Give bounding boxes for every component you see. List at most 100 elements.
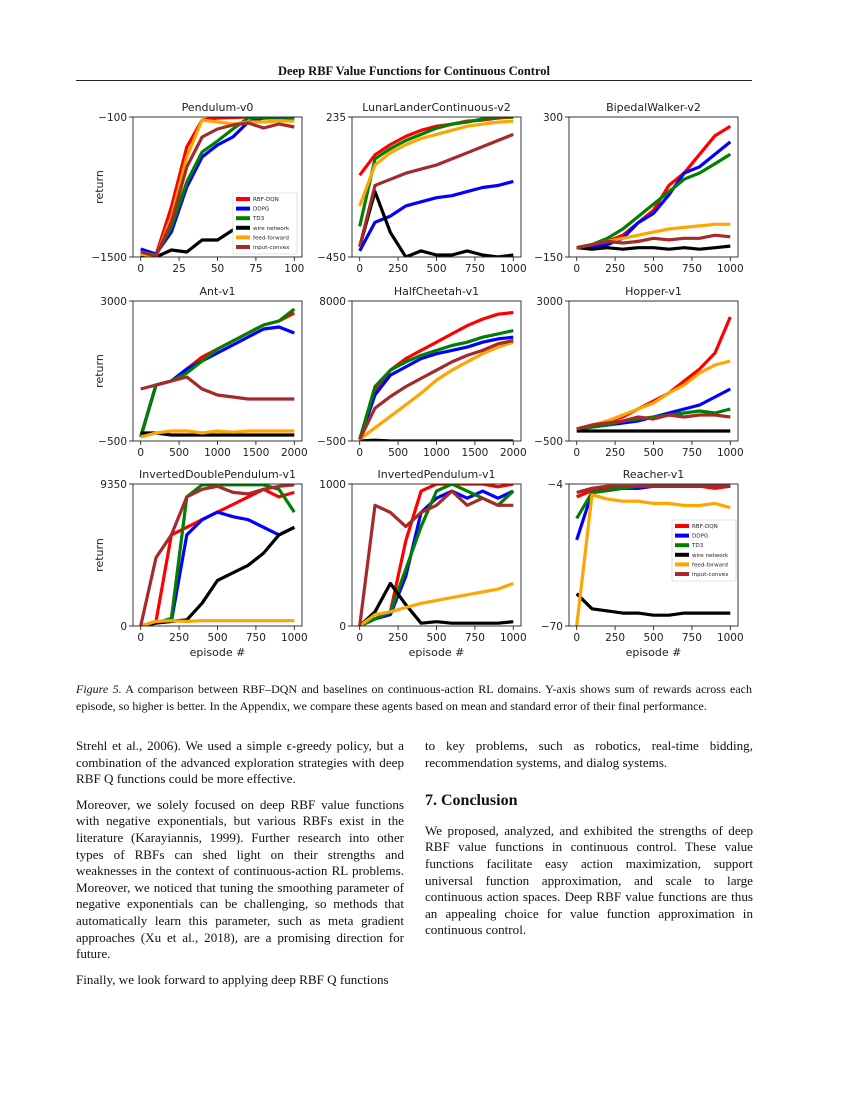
y-tick-label: 0 xyxy=(120,621,127,633)
legend-swatch xyxy=(236,225,250,230)
legend-swatch xyxy=(236,206,250,211)
x-tick-label: 500 xyxy=(426,632,446,644)
y-axis-label: return xyxy=(93,354,106,388)
legend-swatch xyxy=(675,533,689,538)
caption-text: A comparison between RBF–DQN and baselin… xyxy=(76,682,752,713)
x-tick-label: 500 xyxy=(643,447,663,459)
series-line-wire-network xyxy=(140,431,295,437)
x-tick-label: 1000 xyxy=(500,263,527,275)
x-tick-label: 250 xyxy=(605,632,625,644)
y-tick-label: −100 xyxy=(98,112,127,124)
caption-label: Figure 5. xyxy=(76,682,122,696)
x-tick-label: 750 xyxy=(465,263,485,275)
x-tick-label: 250 xyxy=(169,632,189,644)
legend-label: input-convex xyxy=(692,572,729,578)
x-tick-label: 1000 xyxy=(717,632,744,644)
x-axis-label: episode # xyxy=(626,646,682,659)
chart-title: InvertedPendulum-v1 xyxy=(378,468,496,481)
x-tick-label: 500 xyxy=(643,263,663,275)
chart-reacher-v1: RBF-DQN DDPG TD3 wire network feed-forward in… xyxy=(565,483,739,630)
legend-label: wire network xyxy=(692,553,729,559)
x-axis-label: episode # xyxy=(409,646,465,659)
series-line-feed-forward xyxy=(140,619,295,626)
series-line-feed-forward xyxy=(575,493,731,626)
series-line-td3 xyxy=(358,117,514,227)
series-line-input-convex xyxy=(140,121,295,257)
legend-label: wire network xyxy=(253,226,290,232)
series-line-input-convex xyxy=(139,484,295,626)
figure-5-charts: RBF-DQN DDPG TD3 wire network feed-forward in… xyxy=(91,101,744,659)
legend: RBF-DQN DDPG TD3 wire network feed-forward in… xyxy=(671,519,737,582)
x-tick-label: 2000 xyxy=(500,447,527,459)
series-line-feed-forward xyxy=(358,119,514,207)
x-tick-label: 1500 xyxy=(243,447,270,459)
x-tick-label: 0 xyxy=(137,632,144,644)
series-line-rbf-dqn xyxy=(140,117,295,257)
chart-halfcheetah-v1 xyxy=(348,300,522,445)
running-title: Deep RBF Value Functions for Continuous … xyxy=(277,64,551,78)
chart-title: BipedalWalker-v2 xyxy=(606,101,701,114)
right-column: to key problems, such as robotics, real-… xyxy=(425,738,753,948)
legend-label: DDPG xyxy=(692,534,708,540)
x-tick-label: 0 xyxy=(573,632,580,644)
series-line-feed-forward xyxy=(140,429,295,439)
legend-label: RBF-DQN xyxy=(253,197,279,203)
paragraph: Moreover, we solely focused on deep RBF … xyxy=(76,796,404,962)
x-tick-label: 500 xyxy=(426,263,446,275)
x-tick-label: 1000 xyxy=(281,632,308,644)
series-line-ddpg xyxy=(576,140,732,250)
x-tick-label: 250 xyxy=(388,263,408,275)
x-tick-label: 25 xyxy=(172,263,185,275)
series-line-rbf-dqn xyxy=(576,124,732,250)
paragraph: We proposed, analyzed, and exhibited the… xyxy=(425,822,753,938)
legend-label: feed-forward xyxy=(253,235,289,241)
chart-title: LunarLanderContinuous-v2 xyxy=(362,101,511,114)
x-tick-label: 75 xyxy=(249,263,262,275)
legend: RBF-DQN DDPG TD3 wire network feed-forward in… xyxy=(232,192,298,255)
paragraph: Strehl et al., 2006). We used a simple ϵ… xyxy=(76,738,404,787)
chart-pendulum-v0: RBF-DQN DDPG TD3 wire network feed-forward in… xyxy=(129,116,303,261)
legend-label: RBF-DQN xyxy=(692,524,718,530)
y-axis-label: return xyxy=(93,538,106,572)
chart-title: Reacher-v1 xyxy=(623,468,684,481)
chart-title: Ant-v1 xyxy=(200,285,236,298)
x-tick-label: 500 xyxy=(207,632,227,644)
legend-swatch xyxy=(236,197,250,201)
x-tick-label: 50 xyxy=(211,263,224,275)
y-tick-label: −450 xyxy=(317,252,346,264)
y-tick-label: −500 xyxy=(534,436,563,448)
y-tick-label: −500 xyxy=(98,436,127,448)
section-heading: 7. Conclusion xyxy=(425,792,518,810)
legend-label: feed-forward xyxy=(692,562,728,568)
x-tick-label: 250 xyxy=(605,263,625,275)
y-tick-label: 0 xyxy=(339,621,346,633)
legend-swatch xyxy=(236,235,250,240)
series-line-feed-forward xyxy=(358,340,514,441)
series-line-rbf-dqn xyxy=(139,311,296,438)
x-tick-label: 750 xyxy=(682,447,702,459)
y-tick-label: 8000 xyxy=(319,296,346,308)
x-tick-label: 500 xyxy=(169,447,189,459)
series-line-wire-network xyxy=(358,581,514,626)
series-line-feed-forward xyxy=(358,581,514,626)
chart-lunarlandercontinuous-v2 xyxy=(348,116,522,261)
x-tick-label: 0 xyxy=(573,263,580,275)
series-line-td3 xyxy=(358,329,514,440)
x-axis-label: episode # xyxy=(190,646,246,659)
series-line-input-convex xyxy=(576,413,731,431)
series-line-input-convex xyxy=(576,484,731,495)
header-rule xyxy=(76,80,752,82)
chart-hopper-v1 xyxy=(565,300,739,445)
series-line-input-convex xyxy=(576,233,731,250)
chart-title: Hopper-v1 xyxy=(625,285,682,298)
left-column: Strehl et al., 2006). We used a simple ϵ… xyxy=(76,738,404,997)
x-tick-label: 1000 xyxy=(500,632,527,644)
y-axis-label: return xyxy=(93,170,106,204)
x-tick-label: 750 xyxy=(465,632,485,644)
series-line-wire-network xyxy=(358,190,514,257)
x-tick-label: 2000 xyxy=(281,447,308,459)
legend-swatch xyxy=(675,562,689,567)
y-tick-label: 235 xyxy=(326,112,346,124)
y-tick-label: 3000 xyxy=(536,296,563,308)
paragraph: Finally, we look forward to applying dee… xyxy=(76,971,389,987)
